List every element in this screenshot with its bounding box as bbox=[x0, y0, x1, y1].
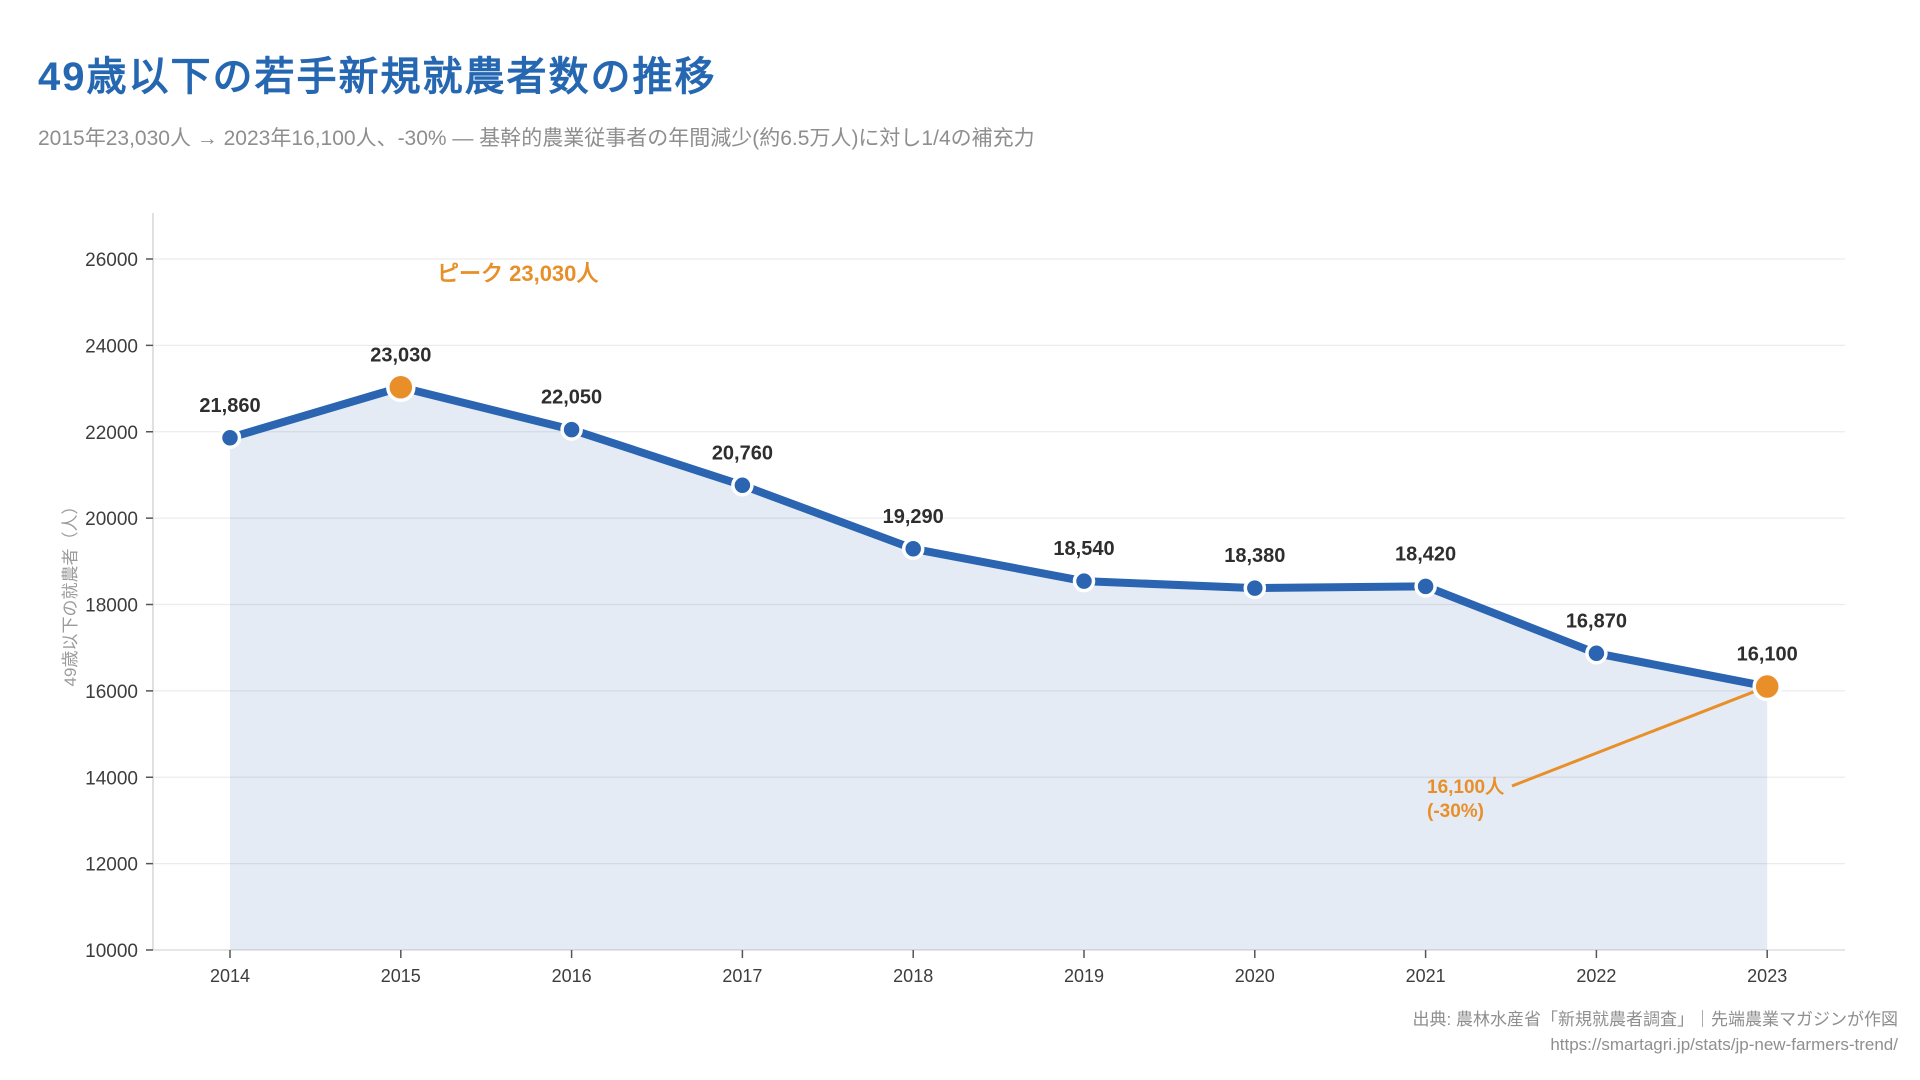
y-tick-label: 12000 bbox=[85, 855, 138, 876]
source-text: 出典: 農林水産省「新規就農者調査」｜先端農業マガジンが作図 bbox=[1412, 1010, 1898, 1029]
y-tick-label: 18000 bbox=[85, 596, 138, 617]
x-tick-label: 2020 bbox=[1235, 966, 1275, 986]
page-title: 49歳以下の若手新規就農者数の推移 bbox=[38, 55, 717, 99]
data-point bbox=[1243, 576, 1267, 600]
highlighted-data-point bbox=[386, 372, 416, 403]
data-point bbox=[1414, 575, 1437, 598]
data-point bbox=[901, 537, 925, 561]
x-tick-label: 2021 bbox=[1406, 966, 1446, 986]
page-subtitle: 2015年23,030人 → 2023年16,100人、-30% — 基幹的農業… bbox=[38, 127, 1035, 150]
latest-annotation-change: (-30%) bbox=[1427, 801, 1485, 822]
x-tick-label: 2023 bbox=[1747, 966, 1787, 986]
data-label: 22,050 bbox=[541, 387, 602, 409]
area-fill bbox=[230, 387, 1768, 951]
latest-annotation-value: 16,100人 bbox=[1427, 777, 1505, 798]
data-label: 20,760 bbox=[712, 442, 773, 464]
data-label: 23,030 bbox=[370, 344, 431, 366]
y-tick-label: 16000 bbox=[85, 682, 138, 703]
y-tick-label: 10000 bbox=[85, 941, 138, 962]
data-point bbox=[218, 426, 242, 450]
x-tick-label: 2017 bbox=[722, 966, 762, 986]
chart-footer: 出典: 農林水産省「新規就農者調査」｜先端農業マガジンが作図 https://s… bbox=[1413, 1007, 1898, 1057]
y-tick-label: 26000 bbox=[85, 250, 138, 271]
x-tick-label: 2015 bbox=[381, 966, 421, 986]
peak-annotation: ピーク 23,030人 bbox=[437, 261, 599, 286]
latest-annotation: 16,100人 (-30%) bbox=[1427, 776, 1504, 824]
source-url: https://smartagri.jp/stats/jp-new-farmer… bbox=[1550, 1035, 1898, 1054]
y-tick-label: 20000 bbox=[85, 509, 138, 530]
x-tick-label: 2014 bbox=[210, 966, 250, 986]
data-label: 18,540 bbox=[1053, 538, 1114, 560]
data-label: 19,290 bbox=[883, 506, 944, 528]
data-label: 18,380 bbox=[1224, 545, 1285, 567]
data-point bbox=[1585, 642, 1608, 665]
data-label: 16,100 bbox=[1737, 644, 1798, 666]
x-tick-label: 2018 bbox=[893, 966, 933, 986]
data-label: 21,860 bbox=[199, 395, 260, 417]
x-tick-label: 2022 bbox=[1576, 966, 1616, 986]
data-label: 16,870 bbox=[1566, 610, 1627, 632]
annotation-connector-line bbox=[1511, 685, 1768, 788]
y-axis-title: 49歳以下の就農者（人） bbox=[61, 498, 80, 687]
x-tick-label: 2019 bbox=[1064, 966, 1104, 986]
highlighted-data-point bbox=[1752, 671, 1782, 702]
data-point bbox=[731, 474, 754, 497]
x-tick-label: 2016 bbox=[552, 966, 592, 986]
y-tick-label: 22000 bbox=[85, 423, 138, 444]
data-point bbox=[560, 418, 583, 441]
y-tick-label: 24000 bbox=[85, 336, 138, 357]
y-tick-label: 14000 bbox=[85, 768, 138, 789]
trend-line bbox=[226, 383, 1772, 691]
data-label: 18,420 bbox=[1395, 543, 1456, 565]
data-point bbox=[1072, 569, 1096, 593]
